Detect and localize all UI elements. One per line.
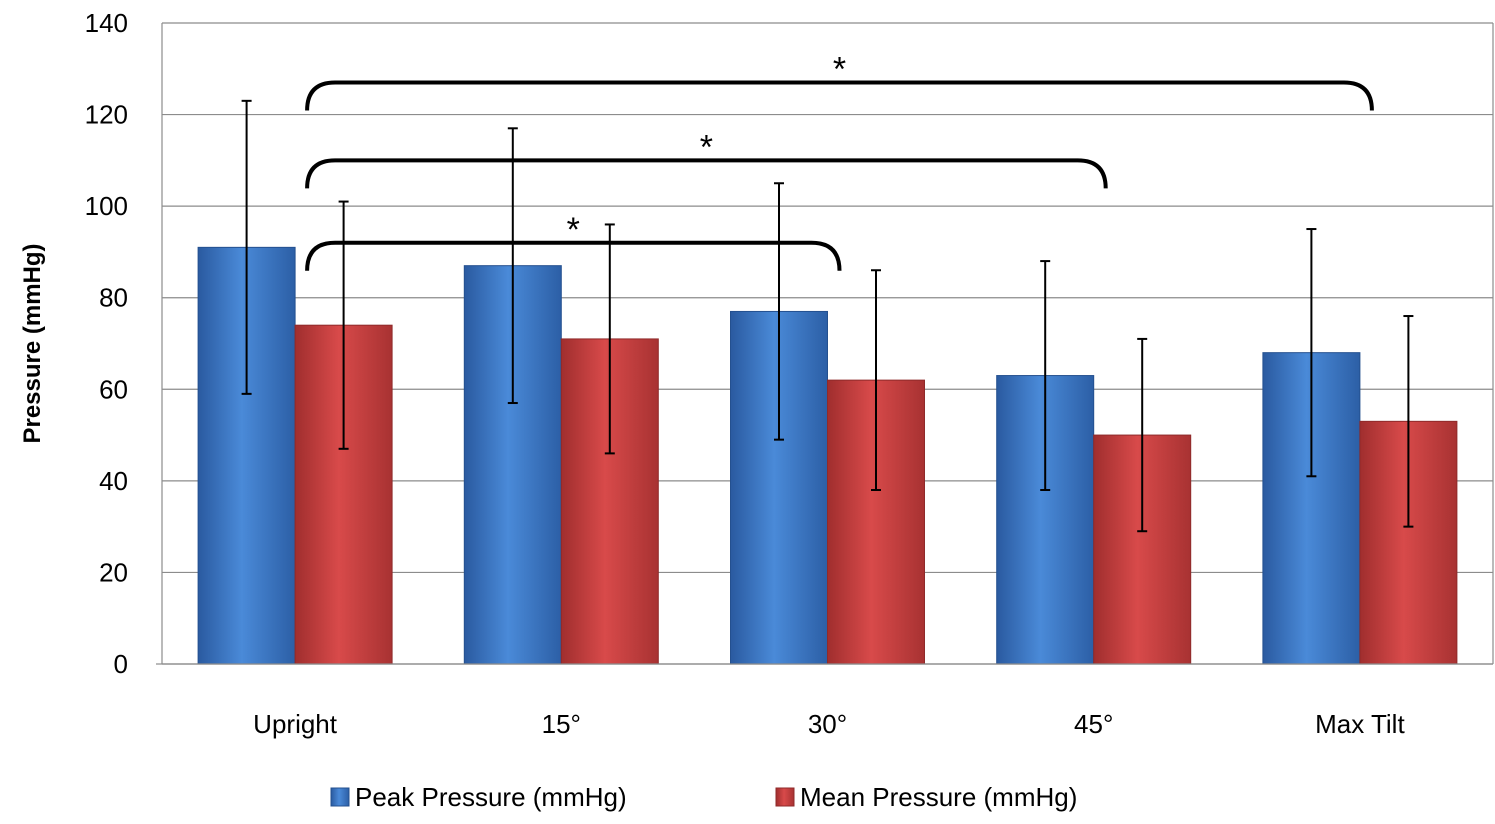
y-tick-label: 40 [99, 466, 128, 496]
y-tick-label: 140 [85, 8, 128, 38]
legend-label: Peak Pressure (mmHg) [355, 782, 627, 812]
x-tick-label: 30° [808, 709, 847, 739]
axes: 0 20 40 60 80 100 120 140 Pressure (mmHg) Upright… [19, 8, 1494, 739]
x-tick-label: 15° [542, 709, 581, 739]
legend-swatch [775, 787, 795, 807]
significance-bracket [305, 158, 1108, 189]
significance-bracket [305, 240, 842, 271]
significance-bracket [305, 80, 1374, 111]
error-bars [241, 99, 1414, 533]
y-axis-title: Pressure (mmHg) [19, 243, 46, 443]
significance-star: * [567, 211, 580, 249]
y-tick-label: 0 [114, 649, 128, 679]
x-tick-label: Upright [253, 709, 338, 739]
y-tick-label: 60 [99, 374, 128, 404]
y-tick-label: 20 [99, 557, 128, 587]
y-tick-label: 120 [85, 100, 128, 130]
significance-brackets: * * * [305, 51, 1374, 271]
legend: Peak Pressure (mmHg) Mean Pressure (mmHg) [330, 782, 1077, 812]
x-tick-label: 45° [1074, 709, 1113, 739]
legend-swatch [330, 787, 350, 807]
x-tick-label: Max Tilt [1315, 709, 1405, 739]
y-tick-label: 80 [99, 283, 128, 313]
legend-label: Mean Pressure (mmHg) [800, 782, 1077, 812]
y-tick-label: 100 [85, 191, 128, 221]
bars [197, 246, 1458, 665]
significance-star: * [700, 128, 713, 166]
significance-star: * [833, 51, 846, 89]
